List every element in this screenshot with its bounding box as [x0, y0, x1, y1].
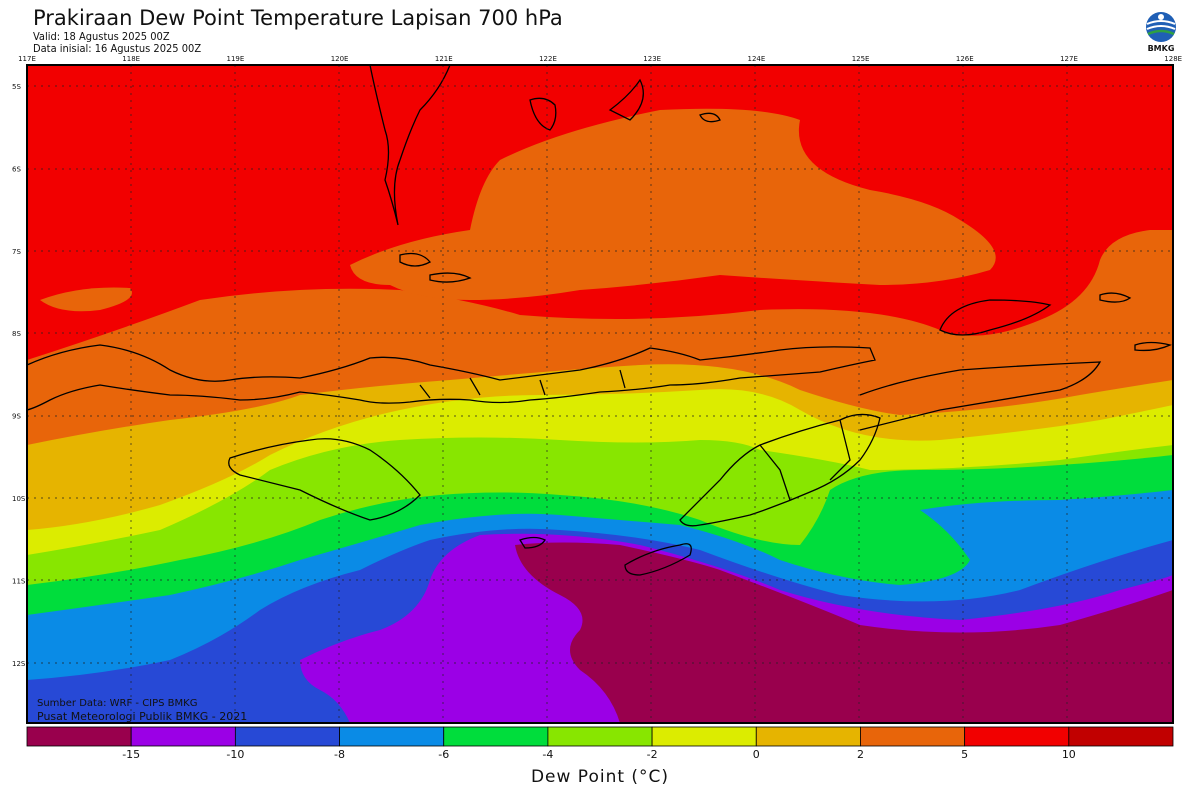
lon-label: 124E [748, 55, 766, 63]
lon-label: 126E [956, 55, 974, 63]
coast-sumba [228, 438, 421, 521]
producer: Pusat Meteorologi Publik BMKG - 2021 [37, 710, 248, 723]
longitude-labels: 117E 118E 119E 120E 121E 122E 123E 124E 125E 126E… [18, 55, 1182, 63]
latitude-labels: 5S 6S 7S 8S 9S 10S 11S 12S [12, 83, 26, 668]
coast-sawu [519, 536, 546, 549]
colorbar-swatch [26, 726, 132, 747]
lon-label: 120E [331, 55, 349, 63]
lon-label: 118E [122, 55, 140, 63]
coast-tanimbar [939, 299, 1052, 336]
lon-label: 117E [18, 55, 36, 63]
lon-label: 125E [852, 55, 870, 63]
coast-wetar [1099, 292, 1132, 303]
colorbar-tick-label: -8 [334, 748, 346, 761]
lon-label: 128E [1164, 55, 1182, 63]
colorbar-tick-label: 2 [856, 748, 864, 761]
colorbar [26, 726, 1174, 747]
lon-label: 127E [1060, 55, 1078, 63]
coastlines [27, 65, 1172, 576]
map-frame [26, 64, 1174, 724]
coast-lombok-sumbawa [27, 344, 876, 411]
colorbar-swatch [1068, 726, 1174, 747]
colorbar-tick-label: -10 [226, 748, 245, 761]
field-2-5-north [350, 108, 996, 300]
coast-buton [529, 97, 557, 131]
lat-label: 7S [12, 248, 21, 256]
valid-time: Valid: 18 Agustus 2025 00Z [33, 30, 170, 43]
graticule [27, 65, 1173, 723]
lon-label: 123E [643, 55, 661, 63]
lat-label: 12S [12, 660, 26, 668]
coast-timor-border [759, 419, 851, 501]
colorbar-swatch [964, 726, 1070, 747]
lat-label: 9S [12, 413, 21, 421]
field-layers [27, 65, 1173, 723]
init-time: Data inisial: 16 Agustus 2025 00Z [33, 42, 202, 55]
colorbar-swatch [755, 726, 861, 747]
colorbar-swatch [443, 726, 549, 747]
coast-timor [679, 413, 881, 527]
coast-small-islands [399, 78, 1172, 352]
bmkg-logo-icon [1146, 12, 1176, 42]
data-source: Sumber Data: WRF - CIPS BMKG [37, 698, 198, 709]
colorbar-tick-label: -2 [646, 748, 658, 761]
colorbar-swatch [651, 726, 757, 747]
logo-label: BMKG [1147, 44, 1175, 53]
field-lt-m15 [515, 542, 1173, 723]
colorbar-tick-label: 10 [1061, 748, 1076, 761]
colorbar-swatch [339, 726, 445, 747]
colorbar-tick-label: -6 [438, 748, 450, 761]
lat-label: 6S [12, 165, 21, 173]
coast-rote [624, 543, 692, 576]
colorbar-swatch [860, 726, 966, 747]
colorbar-swatch [130, 726, 236, 747]
colorbar-tick-label: -15 [122, 748, 141, 761]
lon-label: 121E [435, 55, 453, 63]
colorbar-tick-label: 0 [752, 748, 760, 761]
map-title: Prakiraan Dew Point Temperature Lapisan … [33, 6, 563, 30]
coast-flores-inner [419, 369, 626, 399]
lat-label: 5S [12, 83, 21, 91]
colorbar-tick-label: -4 [542, 748, 554, 761]
lon-label: 122E [539, 55, 557, 63]
coast-sulawesi [369, 65, 451, 226]
lat-label: 8S [12, 330, 21, 338]
lat-label: 11S [12, 577, 26, 585]
colorbar-swatch [547, 726, 653, 747]
colorbar-swatch [234, 726, 340, 747]
lat-label: 10S [12, 495, 26, 503]
field-2-5-nw [40, 287, 132, 312]
lon-label: 119E [227, 55, 245, 63]
coast-banda [859, 361, 1102, 431]
colorbar-tick-label: 5 [961, 748, 969, 761]
colorbar-title: Dew Point (°C) [530, 767, 670, 787]
